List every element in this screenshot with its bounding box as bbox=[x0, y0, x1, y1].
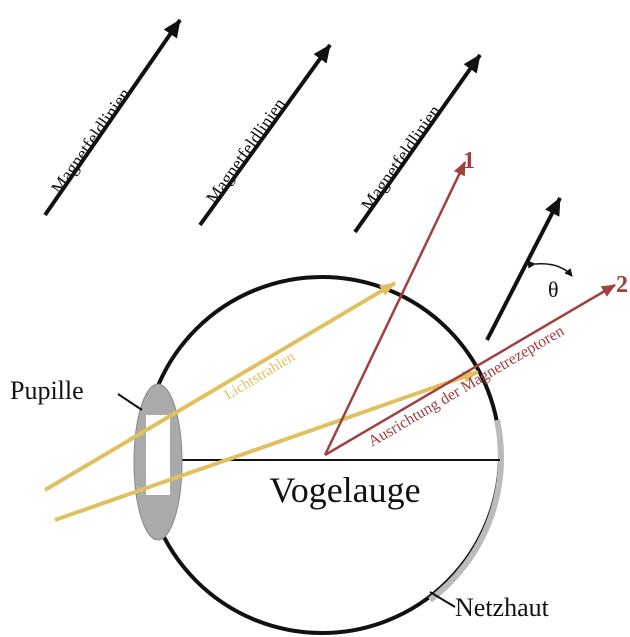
retina-label: Netzhaut bbox=[455, 593, 550, 622]
angle-label: θ bbox=[548, 277, 559, 302]
field-label: Magnetfeldlinien bbox=[357, 101, 444, 214]
angle-arc bbox=[535, 264, 572, 276]
retina bbox=[430, 420, 501, 600]
eye-label: Vogelauge bbox=[269, 470, 420, 510]
light-label: Lichtstrahlen bbox=[222, 349, 299, 404]
ray-label: 1 bbox=[463, 148, 475, 174]
field-arrow-local bbox=[487, 198, 560, 340]
field-label: Magnetfeldlinien bbox=[47, 84, 134, 197]
pupil-label: Pupille bbox=[10, 376, 84, 405]
pupil-leader bbox=[118, 394, 142, 410]
diagram: Magnetfeldlinien Magnetfeldlinien Magnet… bbox=[0, 0, 630, 637]
receptor-label: Ausrichtung der Magnetrezeptoren bbox=[365, 322, 567, 450]
ray-label: 2 bbox=[616, 272, 628, 298]
field-label: Magnetfeldlinien bbox=[202, 94, 289, 207]
eye-outline bbox=[144, 277, 500, 633]
